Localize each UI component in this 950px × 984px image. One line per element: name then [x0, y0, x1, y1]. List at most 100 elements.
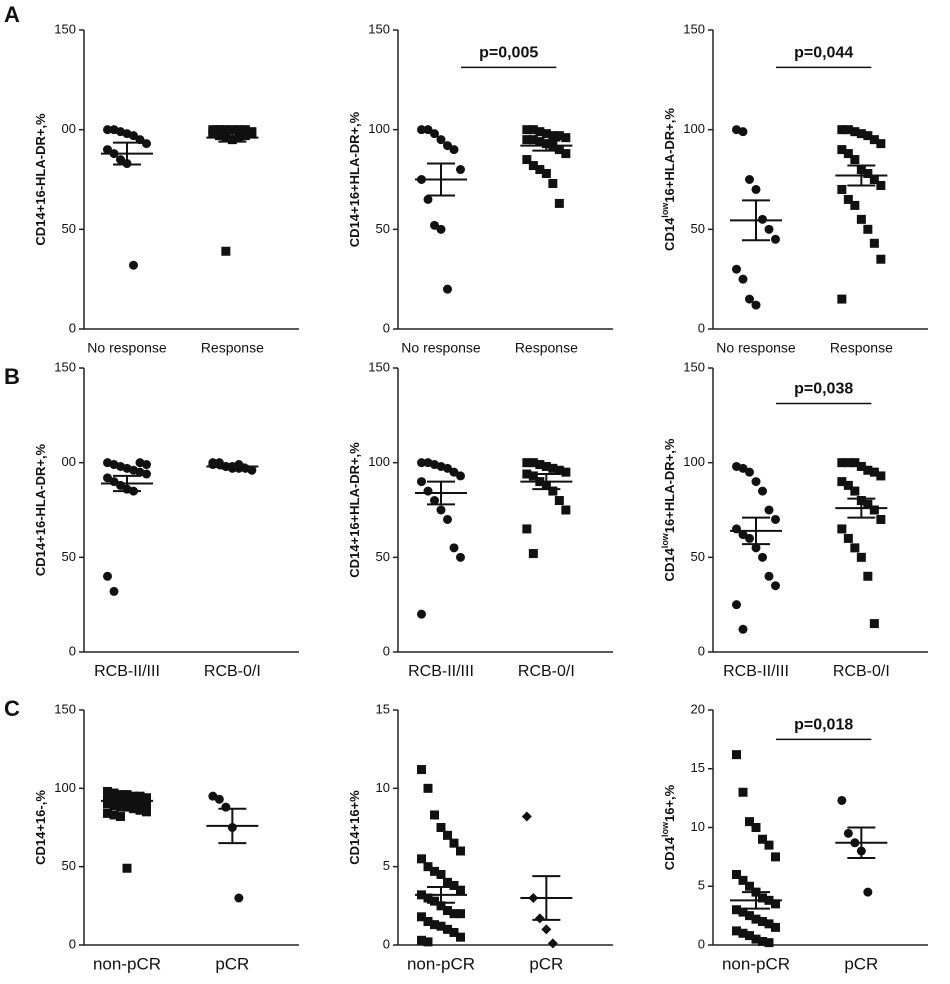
data-point: [103, 125, 112, 135]
data-point: [548, 463, 558, 473]
data-point: [561, 149, 571, 159]
data-point: [758, 486, 767, 496]
x-tick-label: RCB-0/I: [204, 663, 261, 680]
data-point: [856, 214, 866, 224]
data-point: [122, 863, 132, 873]
y-tick-label: 0: [698, 936, 705, 951]
data-point: [850, 155, 860, 165]
y-tick-label: 10: [691, 819, 705, 834]
y-tick-label: 20: [691, 701, 705, 716]
data-point: [129, 131, 138, 141]
data-point: [876, 180, 886, 190]
y-axis-label: CD14+16-HLA-DR+,%: [33, 113, 48, 246]
data-point: [732, 750, 741, 760]
data-point: [850, 543, 860, 553]
data-point: [449, 880, 459, 890]
data-point: [103, 808, 112, 818]
data-point: [116, 790, 125, 800]
data-point: [443, 514, 452, 524]
data-point: [745, 294, 754, 304]
data-point: [436, 901, 446, 911]
data-point: [456, 885, 465, 895]
data-point: [751, 823, 761, 832]
data-point: [850, 486, 860, 496]
y-tick-label: 50: [376, 549, 390, 564]
data-point: [738, 463, 748, 473]
data-point: [234, 893, 244, 903]
y-tick-label: 150: [683, 359, 705, 374]
data-point: [240, 125, 250, 135]
y-tick-label: 15: [376, 701, 390, 716]
data-point: [109, 794, 119, 804]
data-point: [116, 812, 125, 822]
data-point: [751, 543, 761, 553]
data-point: [103, 793, 112, 803]
data-point: [732, 870, 741, 879]
data-point: [247, 465, 257, 475]
data-point: [103, 571, 112, 581]
data-point: [738, 928, 748, 938]
data-point: [423, 194, 433, 204]
y-label-part: low: [660, 821, 670, 837]
data-point: [869, 135, 879, 145]
y-tick-label: 100: [368, 121, 390, 136]
panel-label: B: [4, 364, 20, 389]
y-tick-label: 0: [69, 643, 76, 658]
data-point: [758, 917, 767, 926]
data-point: [758, 936, 767, 946]
data-point: [221, 246, 231, 256]
y-tick-label: 100: [54, 780, 76, 795]
data-point: [214, 131, 224, 141]
data-point: [843, 458, 853, 468]
y-axis-label: CD14+16+HLA-DR+,%: [347, 442, 362, 578]
x-tick-label: RCB-II/III: [408, 663, 474, 680]
data-point: [103, 473, 112, 483]
y-tick-label: 50: [691, 221, 705, 236]
data-point: [771, 922, 780, 932]
data-point: [109, 788, 119, 798]
data-point: [837, 458, 847, 468]
data-point: [771, 234, 780, 244]
data-point: [456, 165, 465, 175]
y-tick-label: 5: [383, 858, 390, 873]
data-point: [208, 127, 218, 137]
p-value: p=0,044: [794, 45, 853, 62]
data-point: [417, 854, 426, 864]
data-point: [850, 200, 860, 210]
y-axis-label: CD14+16+HLA-DR+,%: [347, 111, 362, 247]
data-point: [751, 477, 761, 487]
data-point: [221, 802, 231, 812]
data-point: [214, 125, 224, 135]
data-point: [423, 783, 433, 793]
data-point: [417, 765, 426, 775]
data-point: [541, 924, 552, 935]
data-point: [142, 807, 151, 817]
data-point: [843, 828, 853, 838]
y-tick-label: 50: [62, 549, 76, 564]
y-axis-label: CD14+16-,%: [33, 790, 48, 865]
data-point: [521, 811, 532, 822]
data-point: [103, 786, 112, 796]
data-point: [876, 471, 886, 481]
data-point: [837, 294, 847, 304]
data-point: [423, 917, 433, 926]
data-point: [876, 254, 886, 264]
data-point: [745, 931, 754, 941]
data-point: [247, 129, 257, 139]
y-tick-label: 0: [698, 320, 705, 335]
data-point: [732, 926, 741, 936]
data-point: [771, 514, 780, 524]
x-tick-label: RCB-II/III: [723, 663, 789, 680]
data-point: [221, 125, 231, 135]
data-point: [758, 893, 767, 903]
data-point: [443, 924, 452, 934]
data-point: [528, 549, 538, 559]
data-point: [863, 887, 873, 897]
y-label-part: CD14+16+HLA-DR+,%: [347, 442, 362, 578]
data-point: [843, 194, 853, 204]
y-tick-label: 0: [383, 936, 390, 951]
data-point: [436, 823, 446, 832]
data-point: [843, 149, 853, 159]
data-point: [837, 795, 847, 805]
data-point: [745, 881, 754, 891]
